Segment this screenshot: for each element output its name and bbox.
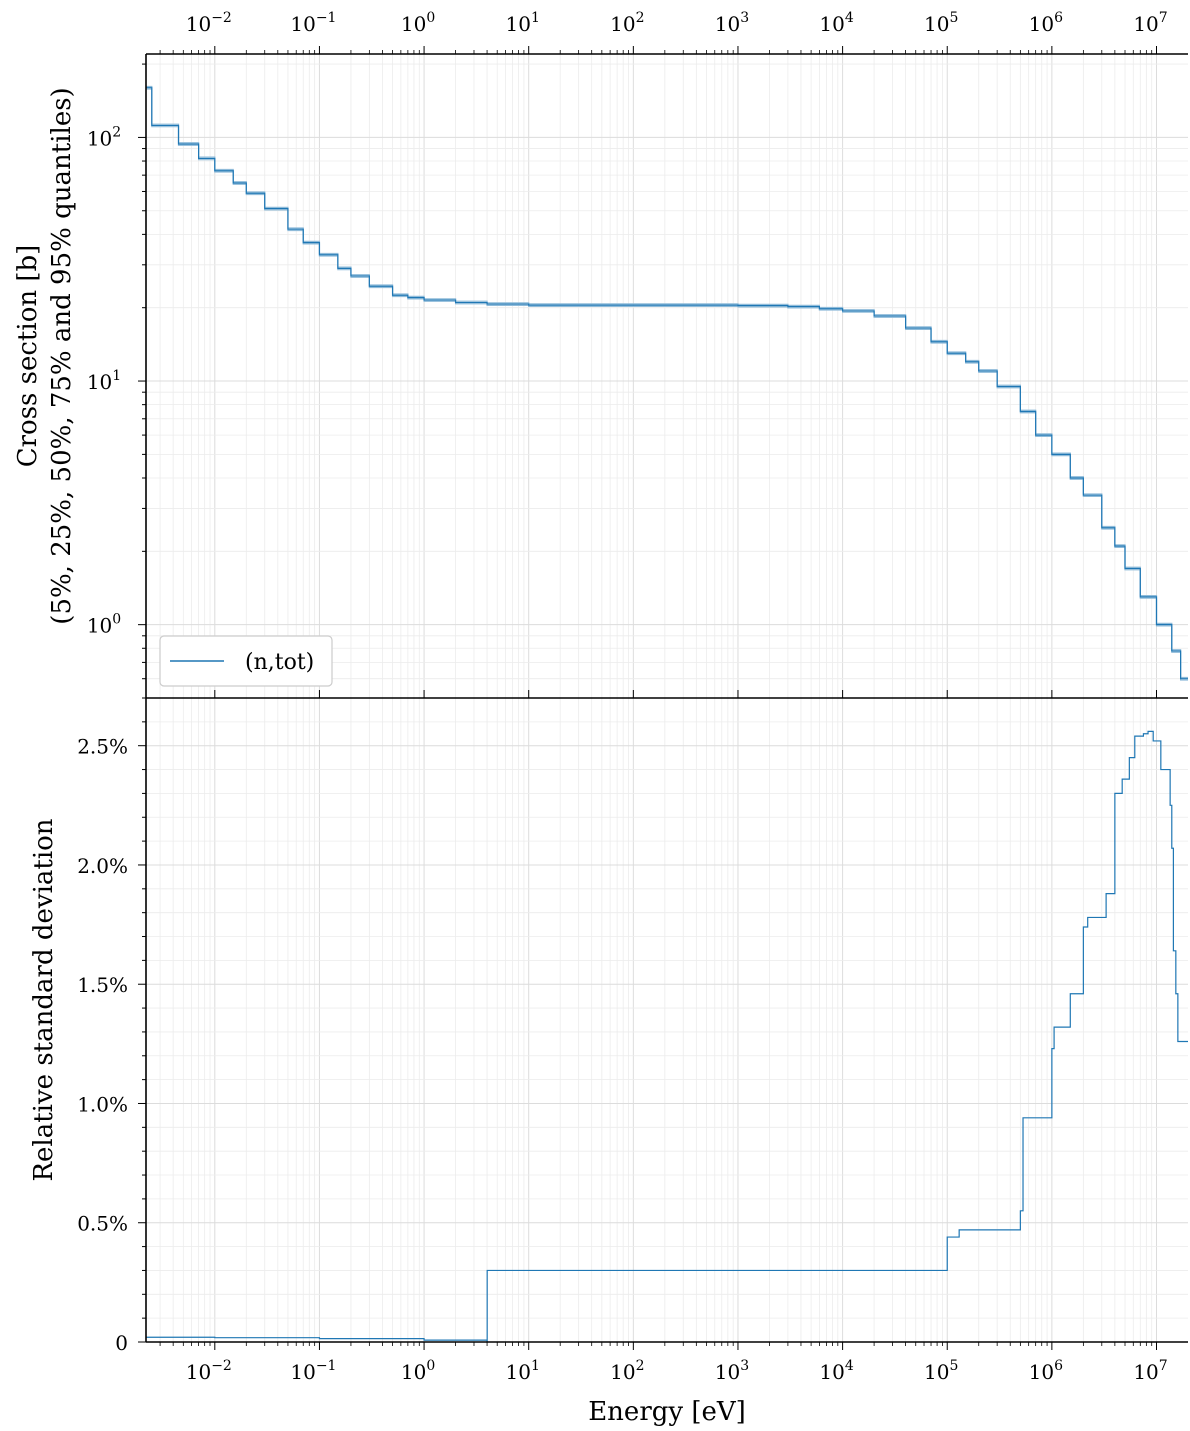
cross-section-y-tick-label: 101: [87, 368, 121, 394]
bottom-x-tick-label: 107: [1133, 1358, 1167, 1384]
bottom-x-tick-label: 103: [715, 1358, 749, 1384]
cross-section-y-tick-label: 102: [87, 124, 121, 150]
bottom-x-tick-label: 10−2: [186, 1358, 232, 1384]
top-x-tick-label: 104: [819, 10, 853, 36]
relative-std-dev-y-tick-label: 2.0%: [77, 854, 128, 878]
top-x-tick-label: 102: [610, 10, 644, 36]
bottom-x-tick-label: 104: [819, 1358, 853, 1384]
legend-box: [159, 635, 333, 687]
cross-section-grid: [159, 54, 1158, 698]
bottom-x-tick-label: 10−1: [290, 1358, 336, 1384]
top-x-tick-label: 101: [506, 10, 540, 36]
cross-section-series-line: [146, 87, 1188, 680]
cross-section-panel: 10−2 10−1 100 101 102 103 104 105 106 107 100 101 10…: [13, 10, 1188, 699]
x-axis-title: Energy [eV]: [588, 1397, 746, 1427]
top-x-tick-label: 10−2: [186, 10, 232, 36]
relative-std-dev-panel: 10−2 10−1 100 101 102 103 104 105 106 107 0 0.5% 1.0…: [29, 697, 1188, 1427]
cross-section-y-axis-subtitle: (5%, 25%, 50%, 75% and 95% quantiles): [47, 87, 77, 624]
top-x-tick-label: 103: [715, 10, 749, 36]
cross-section-quantile-lower: [146, 88, 1188, 681]
relative-std-dev-y-tick-label: 1.5%: [77, 973, 128, 997]
relative-std-dev-y-tick-label: 2.5%: [77, 735, 128, 759]
legend-entry-label: (n,tot): [245, 650, 314, 675]
relative-std-dev-y-axis-title: Relative standard deviation: [29, 818, 59, 1181]
legend: (n,tot): [159, 635, 333, 687]
top-x-tick-label: 100: [401, 10, 435, 36]
relative-std-dev-y-tick-label: 0: [115, 1331, 128, 1355]
relative-std-dev-y-tick-label: 1.0%: [77, 1092, 128, 1116]
bottom-x-tick-label: 105: [924, 1358, 958, 1384]
cross-section-y-axis-title: Cross section [b]: [13, 245, 43, 468]
relative-std-dev-series-line: [146, 730, 1188, 1343]
top-x-tick-label: 106: [1029, 10, 1063, 36]
relative-std-dev-grid: [159, 698, 1158, 1342]
cross-section-y-tick-label: 100: [87, 612, 121, 638]
bottom-x-tick-label: 101: [506, 1358, 540, 1384]
top-x-tick-label: 107: [1133, 10, 1167, 36]
top-x-tick-label: 105: [924, 10, 958, 36]
bottom-x-tick-label: 100: [401, 1358, 435, 1384]
relative-std-dev-y-tick-label: 0.5%: [77, 1212, 128, 1236]
bottom-x-tick-label: 102: [610, 1358, 644, 1384]
top-x-tick-label: 10−1: [290, 10, 336, 36]
bottom-x-tick-label: 106: [1029, 1358, 1063, 1384]
